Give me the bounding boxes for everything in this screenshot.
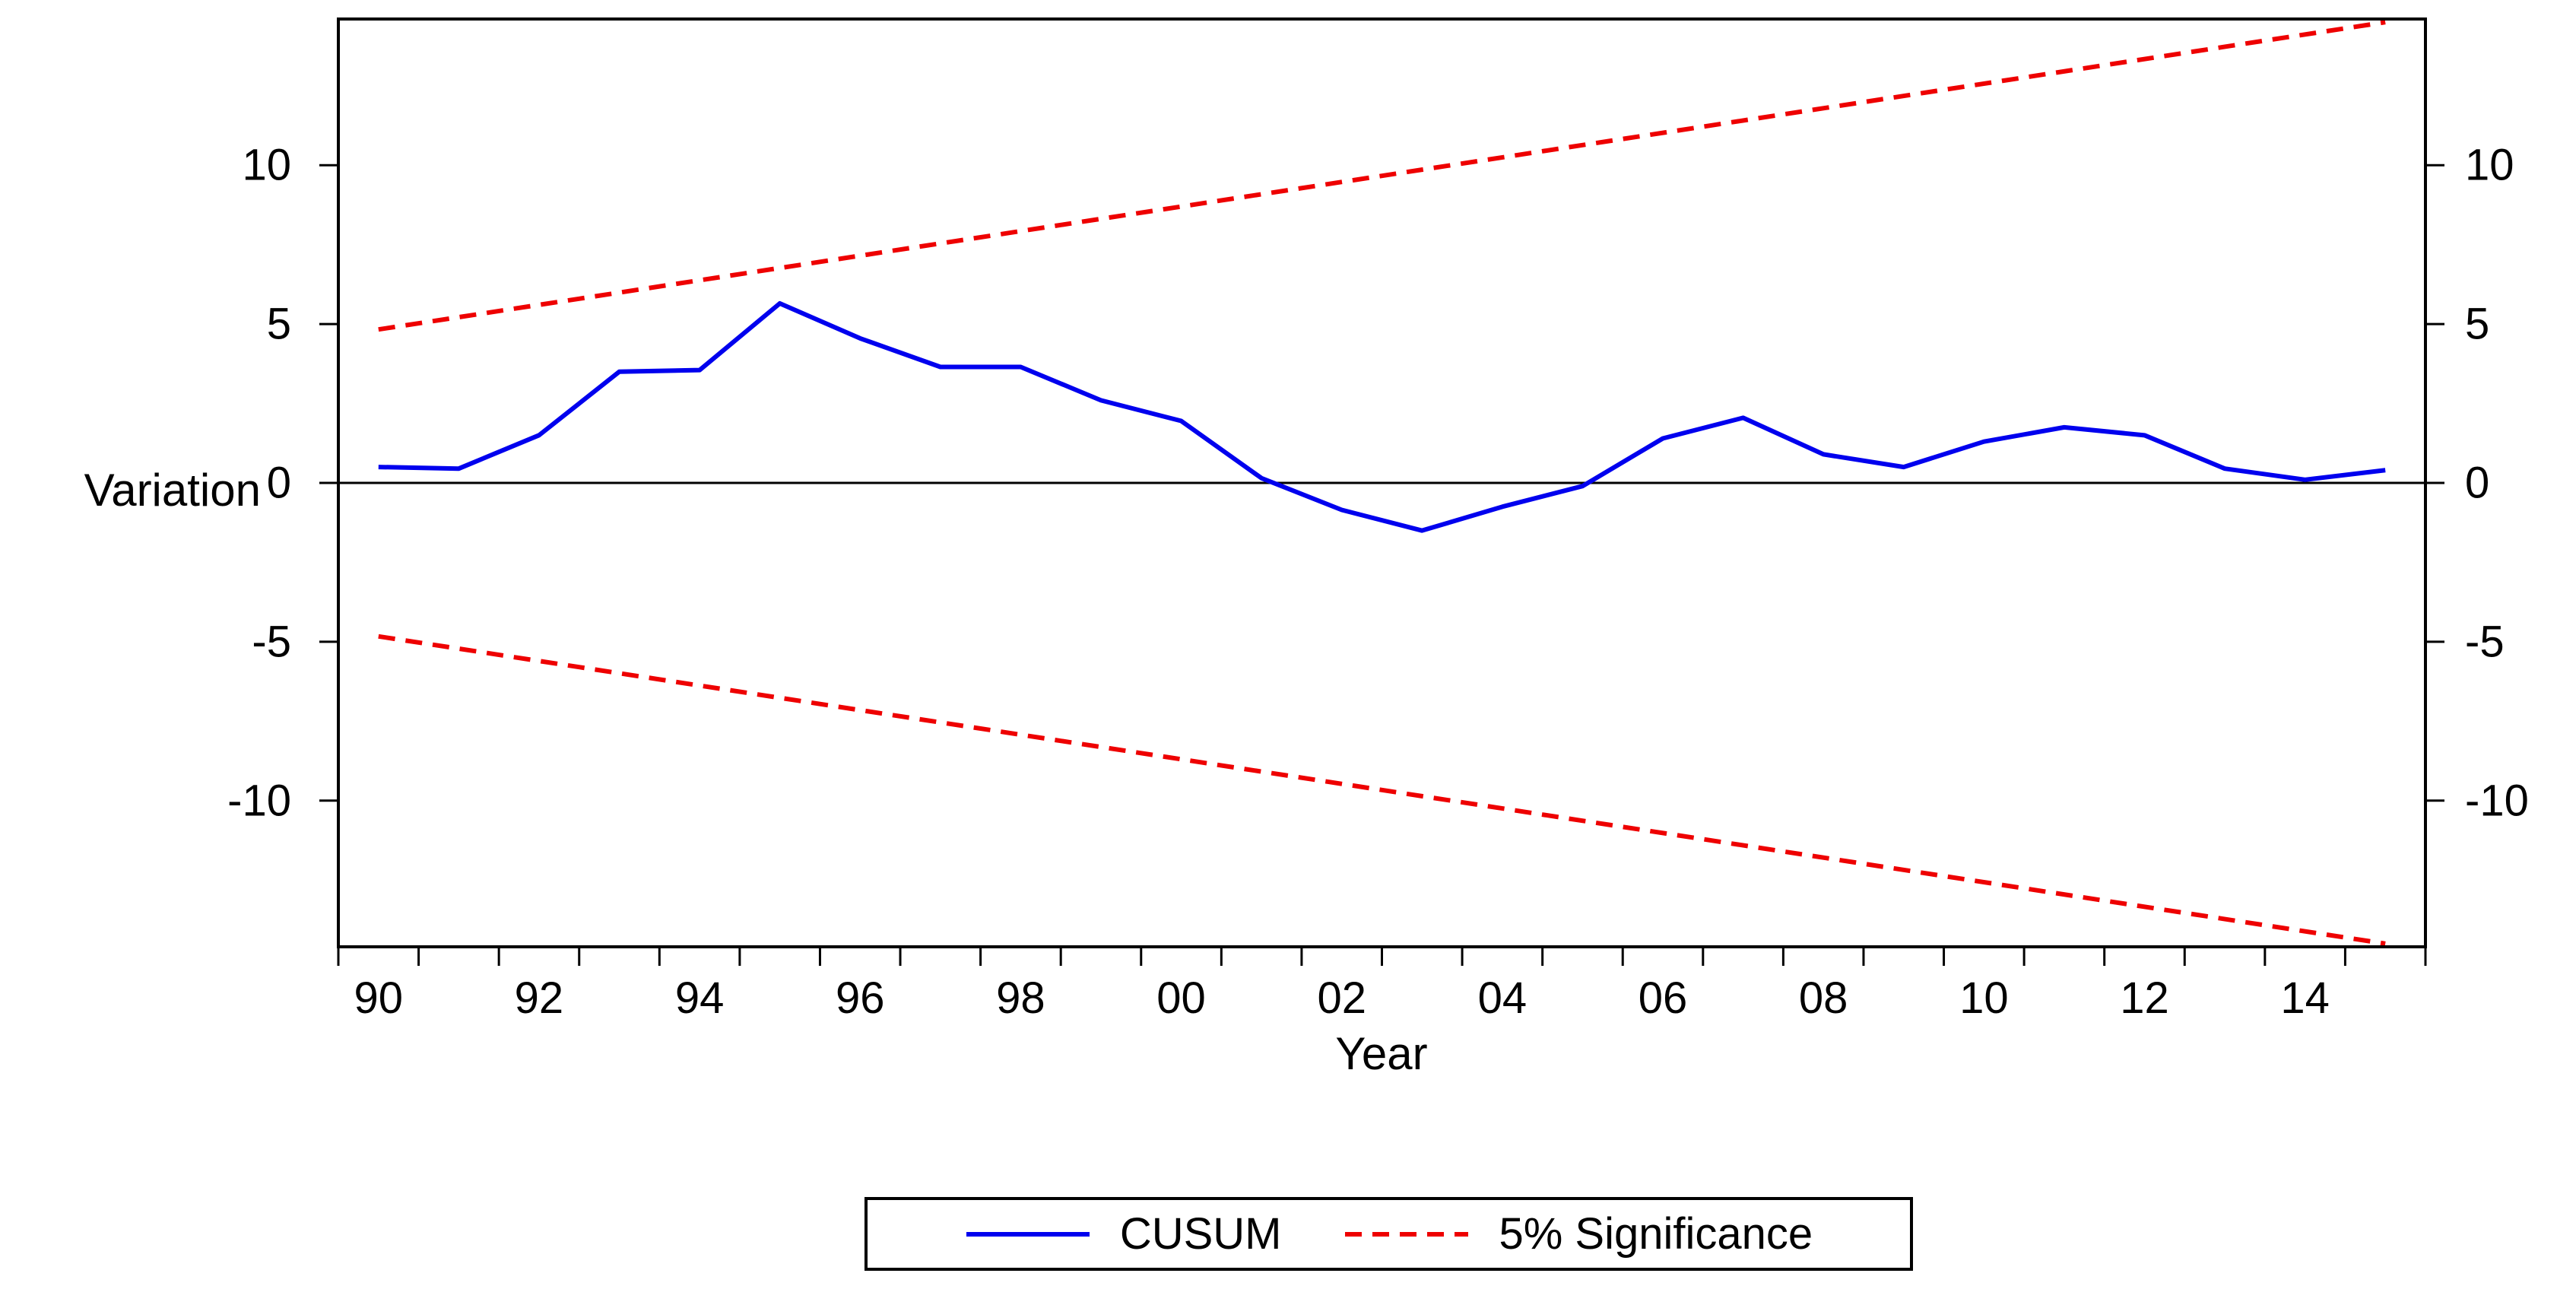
x-tick-label: 02 [1317,973,1366,1023]
y-tick-label-right: 10 [2465,141,2514,190]
x-tick-label: 04 [1478,973,1528,1023]
legend-item-significance: 5% Significance [1344,1208,1813,1259]
y-tick-label-left: 10 [242,141,291,190]
5-significance-upper-line [378,20,2386,332]
y-tick-label-right: 5 [2465,300,2489,349]
5-significance-lower-line [378,633,2386,946]
legend-label-significance: 5% Significance [1499,1209,1813,1259]
y-tick-label-right: 0 [2465,459,2489,508]
legend: CUSUM 5% Significance [864,1197,1913,1271]
cusum-line-swatch [966,1231,1090,1237]
x-axis-label: Year [1335,1028,1427,1079]
x-tick-label: 10 [1959,973,2009,1023]
x-tick-label: 06 [1639,973,1688,1023]
y-tick-label-left: -5 [252,617,291,666]
y-tick-label-right: -10 [2465,776,2529,825]
legend-item-cusum: CUSUM [965,1208,1282,1259]
legend-label-cusum: CUSUM [1119,1209,1282,1259]
plot-border [337,17,2427,948]
y-axis-label: Variation [84,465,261,516]
significance-line-swatch [1345,1231,1469,1237]
y-tick-label-left: -10 [227,776,291,825]
y-tick-label-left: 5 [267,300,291,349]
x-tick-label: 98 [996,973,1045,1023]
x-tick-label: 92 [515,973,564,1023]
x-tick-label: 14 [2280,973,2330,1023]
x-tick-label: 96 [836,973,885,1023]
x-tick-label: 00 [1156,973,1206,1023]
y-tick-label-left: 0 [267,459,291,508]
y-tick-label-right: -5 [2465,617,2505,666]
x-tick-label: 08 [1799,973,1848,1023]
x-tick-label: 90 [354,973,404,1023]
x-tick-label: 94 [675,973,725,1023]
x-tick-label: 12 [2120,973,2169,1023]
cusum-line [378,300,2386,533]
